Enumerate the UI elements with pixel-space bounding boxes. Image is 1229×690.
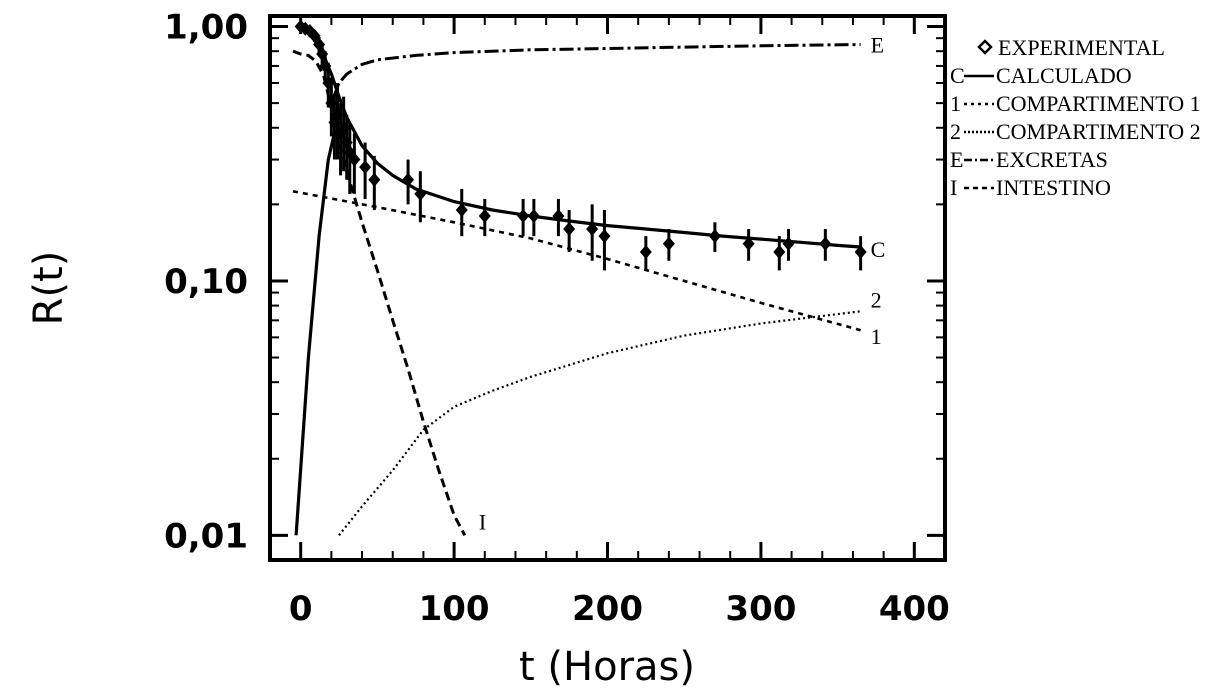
data-point	[368, 172, 381, 187]
data-point	[563, 222, 576, 237]
x-tick-label: 0	[289, 589, 313, 629]
legend: EXPERIMENTAL C CALCULADO 1 COMPARTIMENTO 1 2 C…	[950, 35, 1201, 200]
end-label-comp1: 1	[871, 324, 882, 349]
data-point	[348, 152, 361, 167]
y-tick-label: 0,01	[164, 516, 248, 556]
data-point	[639, 244, 652, 259]
legend-marker-calculado: C	[950, 63, 965, 88]
series-line-intestino	[292, 49, 467, 537]
series-line-calculado	[299, 25, 861, 249]
x-tick-label: 200	[572, 589, 643, 629]
legend-marker-diamond	[977, 39, 993, 55]
y-tick-label: 1,00	[164, 8, 248, 48]
data-point	[782, 236, 795, 251]
legend-label-comp2: COMPARTIMENTO 2	[996, 119, 1201, 144]
legend-label-experimental: EXPERIMENTAL	[998, 35, 1165, 60]
end-label-intestino: I	[479, 509, 486, 534]
data-point	[478, 208, 491, 223]
labels-group: C 1 2 E I	[479, 32, 885, 534]
legend-label-excretas: EXCRETAS	[996, 147, 1108, 172]
x-tick-label: 300	[725, 589, 796, 629]
legend-marker-excretas: E	[950, 147, 963, 172]
y-axis-title: R(t)	[26, 251, 72, 326]
data-point	[303, 24, 316, 39]
axes-group: 0 100 200 300 400 0,01 0,10 1,00 t (Horas) R(t)	[26, 8, 950, 690]
end-label-comp2: 2	[871, 287, 882, 312]
x-axis-title: t (Horas)	[519, 644, 695, 690]
data-point	[598, 229, 611, 244]
x-tick-label: 400	[879, 589, 950, 629]
series-line-excretas	[329, 43, 861, 104]
data-point	[455, 203, 468, 218]
series-line-rise	[294, 133, 336, 536]
data-point	[359, 160, 372, 175]
legend-label-calculado: CALCULADO	[996, 63, 1132, 88]
data-point	[854, 244, 867, 259]
data-point	[742, 236, 755, 251]
end-label-excretas: E	[871, 32, 884, 57]
data-point	[662, 236, 675, 251]
plot-frame	[268, 14, 947, 562]
legend-marker-intestino: I	[950, 175, 957, 200]
data-point	[773, 244, 786, 259]
legend-marker-comp1: 1	[950, 91, 961, 116]
data-point	[308, 28, 321, 43]
series-line-comp2	[338, 310, 861, 536]
legend-label-comp1: COMPARTIMENTO 1	[996, 91, 1201, 116]
x-tick-label: 100	[419, 589, 490, 629]
legend-label-intestino: INTESTINO	[996, 175, 1111, 200]
end-label-calculado: C	[871, 237, 886, 262]
legend-marker-comp2: 2	[950, 119, 961, 144]
series-group	[292, 19, 867, 537]
series-line-comp1	[292, 190, 861, 332]
y-tick-label: 0,10	[164, 262, 248, 302]
